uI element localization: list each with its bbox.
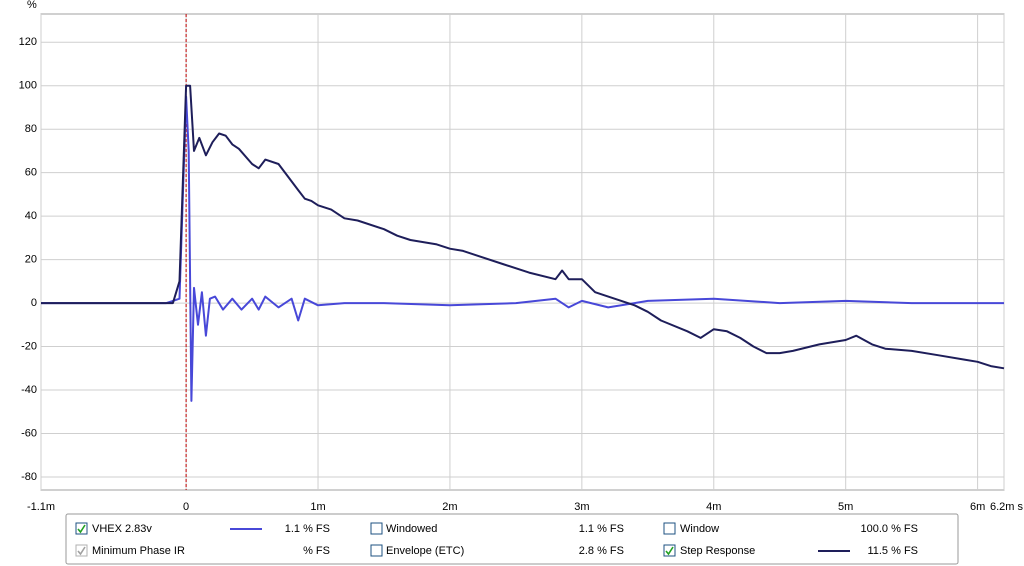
checkbox[interactable] xyxy=(663,522,676,535)
x-tick-label: -1.1m xyxy=(27,501,55,513)
checkbox[interactable] xyxy=(370,522,383,535)
checkbox[interactable] xyxy=(370,544,383,557)
checkmark xyxy=(665,546,674,556)
x-tick-label: 6m xyxy=(970,501,985,513)
y-tick-label: 80 xyxy=(25,123,37,135)
series-line xyxy=(41,95,1004,402)
legend-readout: 1.1 % FS xyxy=(285,523,330,535)
legend-label: Windowed xyxy=(386,523,437,535)
y-tick-label: 100 xyxy=(19,80,37,92)
x-tick-label: 6.2m s xyxy=(990,501,1024,513)
x-tick-label: 5m xyxy=(838,501,853,513)
series-line xyxy=(41,84,1005,370)
x-tick-label: 1m xyxy=(310,501,325,513)
checkmark xyxy=(77,524,86,534)
checkbox[interactable] xyxy=(75,522,88,535)
y-tick-label: -80 xyxy=(21,471,37,483)
legend-readout: 2.8 % FS xyxy=(579,545,624,557)
checkmark xyxy=(77,546,86,556)
legend-label: Minimum Phase IR xyxy=(92,545,185,557)
checkbox[interactable] xyxy=(75,544,88,557)
y-unit-label: % xyxy=(27,0,37,11)
y-tick-label: 60 xyxy=(25,167,37,179)
y-tick-label: 40 xyxy=(25,210,37,222)
legend-label: VHEX 2.83v xyxy=(92,523,152,535)
x-tick-label: 2m xyxy=(442,501,457,513)
legend-label: Envelope (ETC) xyxy=(386,545,464,557)
y-tick-label: 20 xyxy=(25,254,37,266)
y-tick-label: -20 xyxy=(21,340,37,352)
checkbox[interactable] xyxy=(663,544,676,557)
x-tick-label: 0 xyxy=(183,501,189,513)
y-tick-label: -60 xyxy=(21,427,37,439)
legend-label: Step Response xyxy=(680,545,755,557)
legend-panel xyxy=(65,513,959,565)
y-tick-label: 120 xyxy=(19,36,37,48)
y-tick-label: 0 xyxy=(31,297,37,309)
legend-label: Window xyxy=(680,523,719,535)
legend-readout: 100.0 % FS xyxy=(861,523,918,535)
legend-readout: 11.5 % FS xyxy=(867,545,918,557)
legend-readout: 1.1 % FS xyxy=(579,523,624,535)
x-tick-label: 4m xyxy=(706,501,721,513)
legend-readout: % FS xyxy=(303,545,330,557)
plot-area xyxy=(40,13,1005,491)
y-tick-label: -40 xyxy=(21,384,37,396)
x-tick-label: 3m xyxy=(574,501,589,513)
